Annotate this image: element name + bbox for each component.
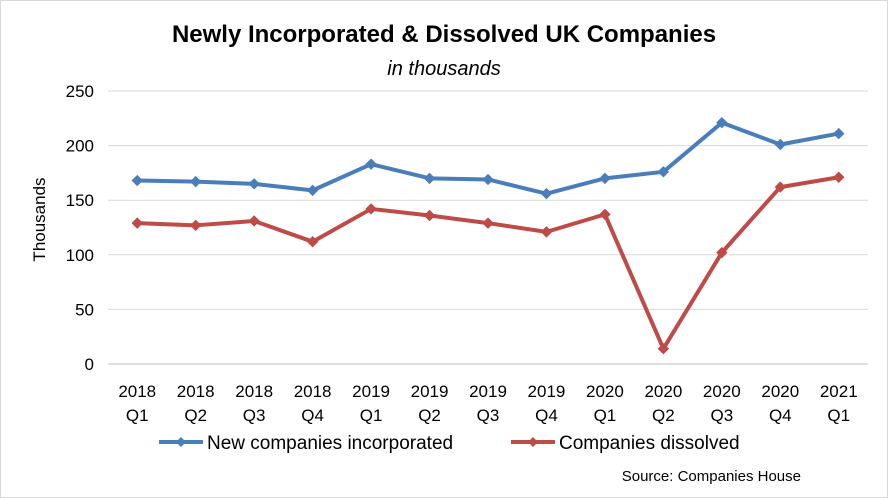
series-0-point-3 xyxy=(306,184,319,197)
series-1-point-7 xyxy=(540,226,553,238)
x-tick-label-quarter-4: Q1 xyxy=(360,406,383,425)
y-tick-label-50: 50 xyxy=(75,300,94,319)
series-0-point-9 xyxy=(657,166,670,178)
series-0-point-6 xyxy=(482,173,494,186)
source-note: Source: Companies House xyxy=(621,468,801,485)
x-tick-label-quarter-3: Q4 xyxy=(301,406,324,425)
series-1-point-9 xyxy=(657,343,670,355)
x-tick-label-year-5: 2019 xyxy=(411,382,449,401)
x-tick-label-quarter-10: Q3 xyxy=(711,406,734,425)
x-tick-label-year-11: 2020 xyxy=(761,382,799,401)
y-tick-label-150: 150 xyxy=(66,191,94,210)
series-0-point-5 xyxy=(423,172,436,185)
series-0-point-4 xyxy=(365,158,377,170)
series-1-point-2 xyxy=(248,215,260,227)
x-tick-label-year-4: 2019 xyxy=(352,382,390,401)
x-tick-label-year-8: 2020 xyxy=(586,382,624,401)
series-0-point-11 xyxy=(774,138,787,151)
series-0-point-0 xyxy=(131,174,143,187)
x-tick-label-year-9: 2020 xyxy=(644,382,682,401)
legend-label-0: New companies incorporated xyxy=(207,433,453,454)
series-1-point-11 xyxy=(774,181,787,193)
x-tick-label-quarter-1: Q2 xyxy=(184,406,207,425)
x-tick-label-quarter-7: Q4 xyxy=(535,406,558,425)
y-tick-label-200: 200 xyxy=(66,137,94,156)
x-tick-label-quarter-12: Q1 xyxy=(827,406,850,425)
series-1-point-4 xyxy=(365,203,377,215)
series-0-point-2 xyxy=(248,178,260,190)
x-tick-label-year-10: 2020 xyxy=(703,382,741,401)
y-axis-label: Thousands xyxy=(30,177,49,261)
chart-title: Newly Incorporated & Dissolved UK Compan… xyxy=(171,21,717,48)
series-1-point-10 xyxy=(716,246,728,259)
y-tick-label-0: 0 xyxy=(85,355,94,374)
legend-swatch-marker-0 xyxy=(176,437,186,447)
x-tick-label-quarter-11: Q4 xyxy=(769,406,792,425)
x-tick-label-year-7: 2019 xyxy=(528,382,566,401)
series-1-point-3 xyxy=(306,235,319,248)
series-0-point-10 xyxy=(716,116,728,129)
x-tick-label-year-0: 2018 xyxy=(118,382,156,401)
series-line-1 xyxy=(135,175,841,351)
series-0-point-12 xyxy=(833,127,845,140)
x-tick-label-quarter-8: Q1 xyxy=(594,406,617,425)
series-1-point-0 xyxy=(131,217,143,229)
series-0-point-7 xyxy=(540,187,553,200)
legend-swatch-marker-1 xyxy=(528,437,538,447)
series-1-point-6 xyxy=(482,217,494,229)
x-tick-label-quarter-0: Q1 xyxy=(126,406,149,425)
x-tick-label-year-1: 2018 xyxy=(177,382,215,401)
x-tick-label-year-6: 2019 xyxy=(469,382,507,401)
y-tick-label-100: 100 xyxy=(66,246,94,265)
x-tick-label-year-3: 2018 xyxy=(294,382,332,401)
chart-subtitle: in thousands xyxy=(387,58,501,80)
series-1-point-1 xyxy=(189,219,202,232)
x-tick-label-quarter-2: Q3 xyxy=(243,406,266,425)
x-tick-label-quarter-9: Q2 xyxy=(652,406,675,425)
y-tick-label-250: 250 xyxy=(66,82,94,101)
x-tick-label-quarter-6: Q3 xyxy=(477,406,500,425)
series-1-point-5 xyxy=(423,209,436,222)
series-0-point-1 xyxy=(189,175,202,188)
series-1-point-12 xyxy=(833,171,845,183)
x-tick-label-year-2: 2018 xyxy=(235,382,273,401)
x-tick-label-year-12: 2021 xyxy=(820,382,858,401)
series-0-point-8 xyxy=(599,172,611,185)
legend-label-1: Companies dissolved xyxy=(559,433,740,454)
x-tick-label-quarter-5: Q2 xyxy=(418,406,441,425)
series-1-point-8 xyxy=(599,208,611,221)
